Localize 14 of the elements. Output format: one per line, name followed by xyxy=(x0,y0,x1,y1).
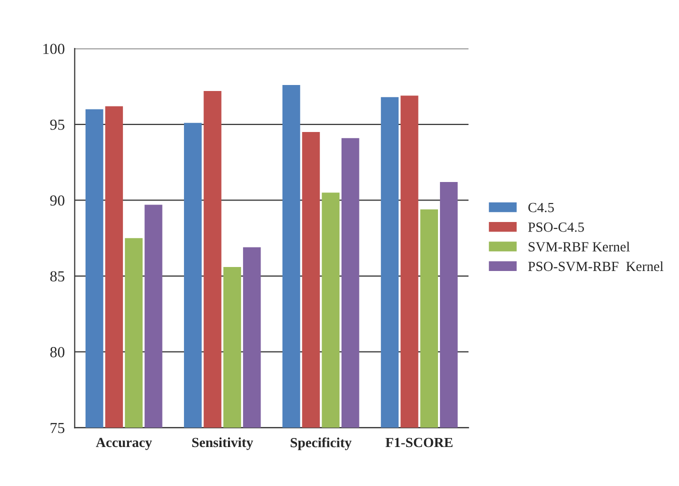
x-tick-label: Specificity xyxy=(290,437,352,450)
x-tick-label: Accuracy xyxy=(96,438,152,450)
y-tick-label: 95 xyxy=(50,120,64,130)
y-tick-label: 80 xyxy=(50,347,64,358)
legend-label: SVM-RBF Kernel xyxy=(528,242,630,252)
legend-label: PSO-SVM-RBF Kernel xyxy=(528,261,664,272)
legend-label: PSO-C4.5 xyxy=(528,222,584,232)
x-tick-label: Sensitivity xyxy=(192,437,254,450)
legend-label: C4.5 xyxy=(528,202,554,212)
y-tick-label: 100 xyxy=(43,44,64,54)
y-tick-label: 85 xyxy=(50,271,64,282)
y-tick-label: 75 xyxy=(50,422,64,434)
y-tick-label: 90 xyxy=(50,195,64,206)
x-tick-label: F1-SCORE xyxy=(386,438,453,448)
